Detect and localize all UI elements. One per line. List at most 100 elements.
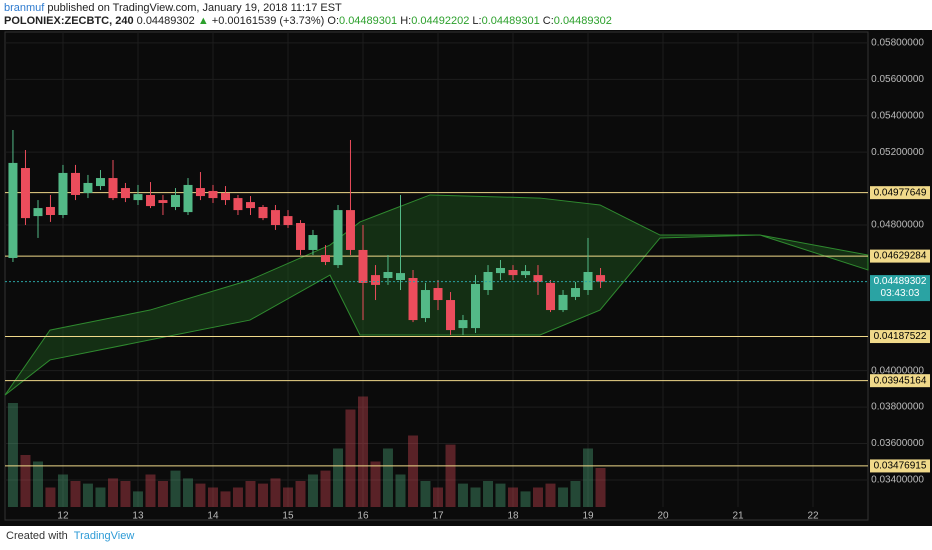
arrow: ▲ [197, 15, 209, 27]
volume-bar [408, 435, 419, 507]
created: Created with [6, 530, 68, 542]
volume-bar [433, 487, 444, 507]
chart: 0.03400000 0.03600000 0.03800000 0.04000000… [0, 30, 932, 526]
x-tick-label: 22 [807, 511, 819, 522]
c-label: C: [542, 15, 554, 27]
candle-body [345, 210, 355, 250]
published: published on TradingView.com, January 19… [47, 2, 342, 14]
candle-body [183, 184, 193, 213]
volume-bar [145, 474, 156, 507]
volume-bar [120, 481, 131, 507]
candle-body [358, 249, 368, 283]
x-tick-label: 12 [57, 511, 69, 522]
candle-body [33, 208, 43, 217]
candle-body [221, 192, 231, 201]
y-tick-label: 0.05400000 [871, 110, 924, 121]
volume-bar [207, 487, 218, 507]
volume-bar [108, 478, 119, 507]
candle-body [270, 210, 280, 226]
candle-body [83, 182, 93, 193]
candle-body [195, 188, 205, 197]
volume-bar [457, 483, 468, 507]
candle-body [383, 271, 393, 279]
candle-body [333, 210, 343, 266]
x-tick-label: 17 [432, 511, 444, 522]
level-label: 0.03945164 [874, 375, 927, 386]
candle-body [483, 271, 493, 291]
level-label: 0.04629284 [874, 251, 927, 262]
candle-body [133, 194, 143, 201]
candle-body [245, 202, 255, 209]
volume-bar [520, 491, 531, 507]
volume-bar [170, 470, 181, 507]
h: 0.04492202 [411, 15, 470, 27]
y-tick-label: 0.04800000 [871, 220, 924, 231]
candle-body [583, 271, 593, 291]
volume-bar [20, 455, 31, 507]
volume-bar [583, 448, 594, 507]
candle-body [208, 190, 218, 199]
h-label: H: [400, 15, 412, 27]
candle-body [258, 206, 268, 219]
candle-body [533, 275, 543, 283]
x-tick-label: 19 [582, 511, 594, 522]
level-label: 0.04977649 [874, 187, 927, 198]
volume-bar [132, 491, 143, 507]
volume-bar [333, 448, 344, 507]
candle-body [233, 198, 243, 211]
volume-bar [7, 403, 18, 507]
o: 0.04489301 [339, 15, 398, 27]
candle-body [446, 300, 456, 331]
volume-bar [558, 487, 569, 507]
last-price-tag [870, 275, 930, 302]
x-tick-label: 15 [282, 511, 294, 522]
candle-body [371, 275, 381, 285]
candle-body [8, 162, 18, 258]
footer: Created with TradingView [6, 530, 134, 542]
candle-body [170, 194, 180, 207]
candle-body [420, 290, 430, 319]
volume-bar [232, 487, 243, 507]
volume-bar [33, 461, 44, 507]
level-tag [870, 330, 930, 344]
volume-bar [570, 481, 581, 507]
candle-body [283, 216, 293, 226]
volume-bar [157, 481, 168, 507]
candle-body [308, 235, 318, 250]
plot-frame [4, 31, 869, 521]
author[interactable]: branmuf [4, 2, 45, 14]
candle-body [471, 284, 481, 329]
level-tag [870, 249, 930, 263]
volume-bar [82, 483, 93, 507]
candle-body [108, 178, 118, 199]
countdown: 03:43:03 [881, 288, 920, 299]
candle-body [320, 255, 330, 262]
candle-body [45, 206, 55, 215]
last-price-label: 0.04489302 [874, 276, 927, 287]
l-label: L: [472, 15, 482, 27]
candle-body [558, 294, 568, 311]
candle-body [58, 172, 68, 215]
volume-bar [445, 444, 456, 507]
volume-bar [357, 396, 368, 507]
brand[interactable]: TradingView [73, 530, 135, 542]
y-tick-label: 0.03600000 [871, 438, 924, 449]
candle-body [146, 194, 156, 207]
l: 0.04489301 [481, 15, 540, 27]
volume-bar [282, 487, 293, 507]
x-tick-label: 14 [207, 511, 219, 522]
header-line: branmuf published on TradingView.com, Ja… [4, 2, 612, 15]
candle-body [521, 271, 531, 276]
level-label: 0.03476915 [874, 461, 927, 472]
y-tick-label: 0.03400000 [871, 475, 924, 486]
candle-body [20, 168, 30, 219]
volume-bar [45, 487, 56, 507]
candle-body [495, 267, 505, 274]
header-line: POLONIEX:ZECBTC, 240 0.04489302 ▲ +0.001… [4, 15, 612, 28]
volume-bar [183, 478, 194, 507]
volume-bar [345, 409, 356, 507]
candle-body [508, 269, 518, 276]
x-tick-label: 16 [357, 511, 369, 522]
volume-bar [307, 474, 318, 507]
candle-body [296, 223, 306, 250]
